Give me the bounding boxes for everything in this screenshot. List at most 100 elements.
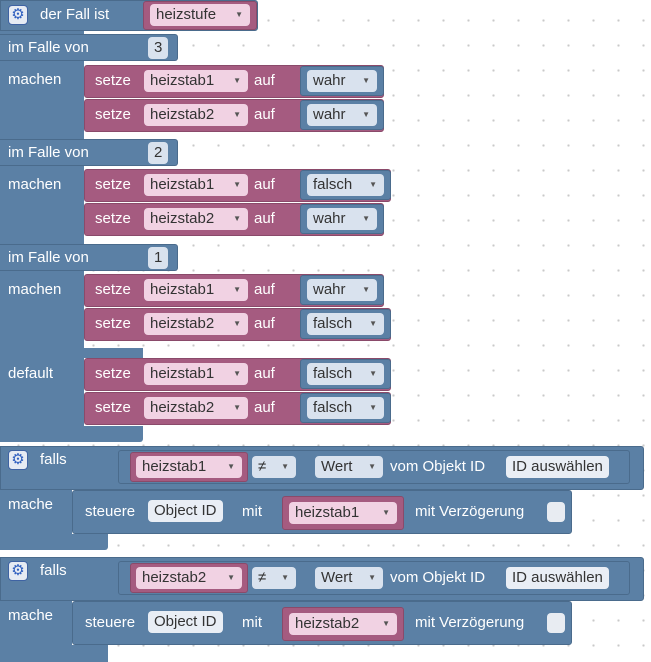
chevron-down-icon: ▼ (382, 619, 390, 628)
chevron-down-icon: ▼ (233, 110, 241, 119)
case-label: im Falle von (8, 249, 89, 266)
chevron-down-icon: ▼ (227, 462, 235, 471)
do-label: mache (8, 496, 54, 513)
default-bar (0, 348, 143, 358)
set-label: setze (95, 106, 131, 123)
switch-spine (0, 0, 84, 442)
with-label: mit (242, 503, 262, 520)
variable-text: heizstab2 (150, 315, 215, 332)
case-value[interactable]: 1 (148, 247, 169, 269)
chevron-down-icon: ▼ (369, 369, 377, 378)
variable-dropdown[interactable]: heizstab2 ▼ (144, 208, 248, 230)
boolean-dropdown[interactable]: falsch ▼ (307, 397, 384, 419)
chevron-down-icon: ▼ (368, 462, 376, 471)
to-label: auf (254, 315, 275, 332)
gear-icon[interactable]: ⚙ (8, 561, 28, 581)
chevron-down-icon: ▼ (233, 76, 241, 85)
variable-dropdown[interactable]: heizstab2 ▼ (144, 397, 248, 419)
to-label: auf (254, 72, 275, 89)
value-type-text: Wert (321, 569, 353, 586)
boolean-text: wahr (313, 106, 346, 123)
gear-icon[interactable]: ⚙ (8, 450, 28, 470)
to-label: auf (254, 176, 275, 193)
variable-dropdown[interactable]: heizstab1 ▼ (144, 70, 248, 92)
switch-variable-text: heizstufe (156, 6, 217, 23)
variable-dropdown[interactable]: heizstab1 ▼ (136, 456, 242, 478)
control-label: steuere (85, 503, 136, 520)
boolean-text: falsch (313, 365, 353, 382)
set-label: setze (95, 315, 131, 332)
boolean-dropdown[interactable]: wahr ▼ (307, 208, 377, 230)
variable-text: heizstab2 (150, 106, 215, 123)
delay-checkbox[interactable] (547, 502, 565, 522)
boolean-dropdown[interactable]: falsch ▼ (307, 313, 384, 335)
case-value-text: 1 (154, 249, 163, 266)
chevron-down-icon: ▼ (233, 180, 241, 189)
boolean-dropdown[interactable]: wahr ▼ (307, 104, 377, 126)
control-variable-dropdown[interactable]: heizstab2 ▼ (289, 613, 397, 635)
chevron-down-icon: ▼ (281, 573, 289, 582)
boolean-dropdown[interactable]: wahr ▼ (307, 279, 377, 301)
variable-dropdown[interactable]: heizstab2 ▼ (144, 104, 248, 126)
value-type-text: Wert (321, 458, 353, 475)
object-id-field[interactable]: Object ID (148, 611, 223, 633)
variable-dropdown[interactable]: heizstab2 ▼ (136, 567, 242, 589)
to-label: auf (254, 281, 275, 298)
variable-text: heizstab1 (150, 72, 215, 89)
case-value[interactable]: 3 (148, 37, 169, 59)
operator-text: ≠ (258, 569, 267, 586)
boolean-text: wahr (313, 72, 346, 89)
if-footer-bar (0, 645, 108, 662)
switch-variable-dropdown[interactable]: heizstufe ▼ (150, 4, 250, 26)
chevron-down-icon: ▼ (369, 319, 377, 328)
boolean-dropdown[interactable]: falsch ▼ (307, 174, 384, 196)
variable-text: heizstab1 (150, 281, 215, 298)
chevron-down-icon: ▼ (233, 403, 241, 412)
boolean-dropdown[interactable]: wahr ▼ (307, 70, 377, 92)
delay-checkbox[interactable] (547, 613, 565, 633)
chevron-down-icon: ▼ (368, 573, 376, 582)
variable-text: heizstab1 (150, 176, 215, 193)
variable-dropdown[interactable]: heizstab1 ▼ (144, 363, 248, 385)
case-value[interactable]: 2 (148, 142, 169, 164)
set-label: setze (95, 210, 131, 227)
do-label: machen (8, 71, 62, 88)
with-label: mit (242, 614, 262, 631)
to-label: auf (254, 106, 275, 123)
of-object-label: vom Objekt ID (390, 569, 486, 586)
control-variable-text: heizstab1 (295, 504, 360, 521)
chevron-down-icon: ▼ (233, 369, 241, 378)
chevron-down-icon: ▼ (362, 285, 370, 294)
variable-text: heizstab2 (150, 210, 215, 227)
delay-label: mit Verzögerung (415, 503, 525, 520)
chevron-down-icon: ▼ (382, 508, 390, 517)
value-type-dropdown[interactable]: Wert ▼ (315, 456, 383, 478)
object-select-field[interactable]: ID auswählen (506, 456, 609, 478)
if-label: falls (40, 451, 67, 468)
chevron-down-icon: ▼ (233, 214, 241, 223)
chevron-down-icon: ▼ (227, 573, 235, 582)
gear-icon[interactable]: ⚙ (8, 5, 28, 25)
do-label: machen (8, 281, 62, 298)
variable-dropdown[interactable]: heizstab1 ▼ (144, 174, 248, 196)
variable-dropdown[interactable]: heizstab1 ▼ (144, 279, 248, 301)
boolean-text: falsch (313, 176, 353, 193)
object-select-field[interactable]: ID auswählen (506, 567, 609, 589)
set-label: setze (95, 399, 131, 416)
to-label: auf (254, 210, 275, 227)
variable-dropdown[interactable]: heizstab2 ▼ (144, 313, 248, 335)
value-type-dropdown[interactable]: Wert ▼ (315, 567, 383, 589)
case-label: im Falle von (8, 39, 89, 56)
chevron-down-icon: ▼ (233, 319, 241, 328)
if-footer-bar (0, 534, 108, 550)
boolean-text: falsch (313, 399, 353, 416)
chevron-down-icon: ▼ (362, 110, 370, 119)
control-variable-dropdown[interactable]: heizstab1 ▼ (289, 502, 397, 524)
object-id-field[interactable]: Object ID (148, 500, 223, 522)
operator-dropdown[interactable]: ≠ ▼ (252, 456, 296, 478)
boolean-dropdown[interactable]: falsch ▼ (307, 363, 384, 385)
operator-dropdown[interactable]: ≠ ▼ (252, 567, 296, 589)
switch-footer-bar (0, 426, 143, 442)
to-label: auf (254, 399, 275, 416)
to-label: auf (254, 365, 275, 382)
